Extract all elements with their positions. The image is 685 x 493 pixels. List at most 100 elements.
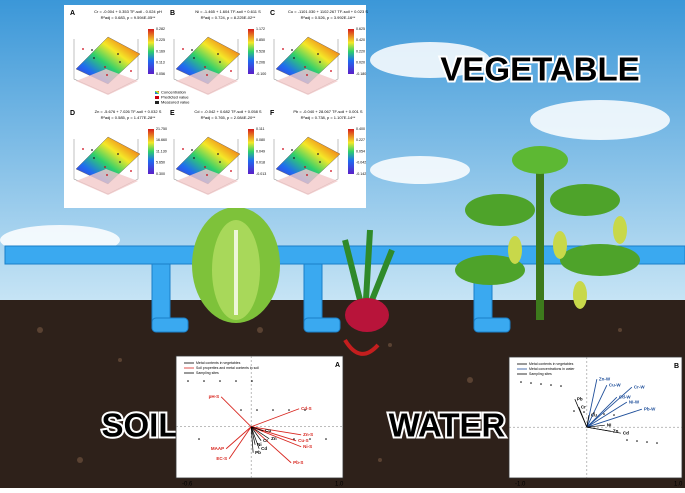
- soil-label: SOIL: [101, 407, 178, 444]
- loading-label: Pb-W: [644, 406, 656, 411]
- loading-label: Cu-W: [609, 382, 621, 387]
- sampling-site: [656, 442, 658, 444]
- stats: R²adj = 0.765, p = 2.084E-20**: [201, 115, 256, 120]
- point: [230, 70, 232, 72]
- point: [293, 157, 295, 159]
- equation: Zn = -5.676 + 7.026 TF-soil + 0.032 S: [95, 109, 162, 114]
- point: [91, 49, 93, 51]
- sampling-site: [251, 380, 253, 382]
- loading-label: Cr-W: [634, 384, 645, 389]
- point: [319, 61, 321, 63]
- axis-tick: 1.0: [674, 482, 683, 488]
- point: [117, 153, 119, 155]
- point: [104, 66, 106, 68]
- colorbar-label: 16.660: [156, 138, 167, 142]
- legend-text: Metal contents in vegetables: [196, 361, 241, 365]
- point: [219, 161, 221, 163]
- point: [330, 170, 332, 172]
- sampling-site: [603, 413, 605, 415]
- colorbar-label: 0.080: [256, 138, 265, 142]
- sampling-site: [573, 410, 575, 412]
- point: [91, 149, 93, 151]
- vegetable-label: Cr: [581, 404, 586, 409]
- water-label: WATER: [389, 407, 506, 444]
- vegetable-label: Ni: [607, 422, 612, 427]
- point: [82, 48, 84, 50]
- colorbar-label: 0.020: [356, 61, 365, 65]
- sampling-site: [593, 412, 595, 414]
- colorbar-label: 21.750: [156, 127, 167, 131]
- colorbar-label: 0.227: [356, 138, 365, 142]
- sampling-site: [530, 382, 532, 384]
- vegetable-label: VEGETABLE: [440, 51, 639, 88]
- equation: Cd = -0.042 + 0.682 TF-soil + 0.058 S: [194, 109, 262, 114]
- sampling-site: [219, 380, 221, 382]
- loading-label: Cd-S: [301, 406, 312, 411]
- point: [193, 157, 195, 159]
- colorbar-label: 0.220: [356, 49, 365, 53]
- loading-label: Zn-S: [303, 432, 313, 437]
- axis-tick: 1.0: [335, 482, 344, 488]
- point: [191, 149, 193, 151]
- point: [219, 61, 221, 63]
- point: [106, 174, 108, 176]
- sampling-site: [272, 409, 274, 411]
- point: [319, 161, 321, 163]
- equation: Cu = -1101.030 + 1102.267 TF-soil + 0.02…: [288, 9, 368, 14]
- colorbar-label: 11.130: [156, 149, 167, 153]
- point: [119, 161, 121, 163]
- point: [106, 74, 108, 76]
- colorbar-label: -0.100: [256, 72, 266, 76]
- colorbar-label: 0.113: [156, 61, 165, 65]
- colorbar-label: 0.056: [156, 72, 165, 76]
- point: [182, 148, 184, 150]
- point: [306, 74, 308, 76]
- colorbar-label: 0.206: [256, 61, 265, 65]
- point: [130, 70, 132, 72]
- point: [317, 53, 319, 55]
- vegetable-label: Zn: [271, 436, 277, 441]
- sampling-site: [646, 441, 648, 443]
- legend-swatch: [155, 91, 159, 94]
- equation: Cr = -0.004 + 0.353 TF-soil - 0.024 pH: [94, 9, 162, 14]
- sampling-site: [636, 440, 638, 442]
- point: [93, 157, 95, 159]
- point: [291, 49, 293, 51]
- vegetable-label: Cd: [261, 446, 267, 451]
- sampling-site: [293, 438, 295, 440]
- equation: Ni = -1.465 + 1.604 TF-soil + 0.611 S: [195, 9, 261, 14]
- point: [117, 53, 119, 55]
- point: [291, 149, 293, 151]
- point: [282, 148, 284, 150]
- panel-letter: B: [170, 10, 175, 17]
- colorbar-label: 5.650: [156, 161, 165, 165]
- stats: R²adj = 0.683, p = 9.594E-05**: [101, 15, 156, 20]
- colorbar-label: 0.018: [256, 161, 265, 165]
- point: [293, 57, 295, 59]
- colorbar-label: 1.172: [256, 27, 265, 31]
- loading-label: Cu-S: [298, 438, 309, 443]
- panel-letter: E: [170, 110, 175, 117]
- loading-label: Ni-S: [303, 444, 312, 449]
- legend-text: Measured value: [161, 100, 190, 105]
- stats: R²adj = 0.738, p = 1.107E-14**: [301, 115, 356, 120]
- colorbar-label: 0.528: [256, 49, 265, 53]
- sampling-site: [325, 438, 327, 440]
- loading-label: MAAP: [211, 446, 224, 451]
- panel-letter: F: [270, 110, 275, 117]
- panel-letter: A: [70, 10, 75, 17]
- point: [206, 174, 208, 176]
- panel-letter: C: [270, 10, 275, 17]
- colorbar-label: 0.282: [156, 27, 165, 31]
- point: [206, 74, 208, 76]
- colorbar-label: -0.042: [356, 161, 366, 165]
- point: [217, 53, 219, 55]
- panel-letter: B: [674, 363, 679, 370]
- sampling-site: [203, 380, 205, 382]
- point: [82, 148, 84, 150]
- vegetable-label: Pb: [577, 396, 583, 401]
- legend-text: Sampling sites: [196, 371, 219, 375]
- point: [317, 153, 319, 155]
- sampling-site: [613, 414, 615, 416]
